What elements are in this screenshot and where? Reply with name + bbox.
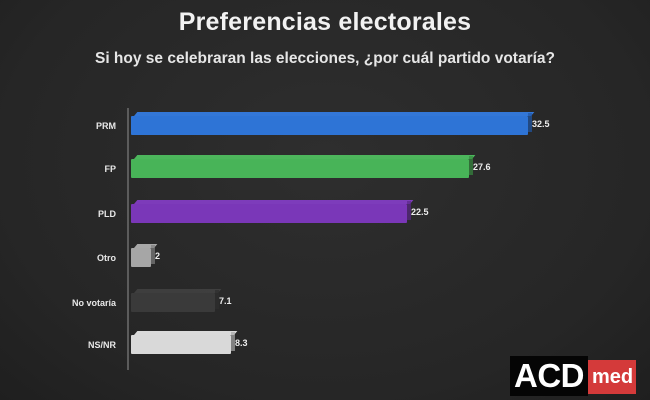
- value-label: 27.6: [473, 162, 491, 172]
- bar-row: PLD 22.5: [0, 200, 650, 230]
- value-label: 32.5: [532, 119, 550, 129]
- bar-row: No votaría 7.1: [0, 289, 650, 319]
- logo-media-text: med: [588, 360, 636, 394]
- bar-side-face: [528, 113, 532, 132]
- bar: [131, 112, 535, 135]
- bar-top-face: [134, 155, 476, 159]
- bar: [131, 155, 476, 178]
- bar: [131, 331, 238, 354]
- value-label: 22.5: [411, 207, 429, 217]
- bar: [131, 244, 158, 267]
- category-label: PRM: [96, 121, 116, 131]
- bar-row: NS/NR 8.3: [0, 331, 650, 361]
- category-label: Otro: [97, 253, 116, 263]
- category-label: FP: [104, 164, 116, 174]
- category-axis-line: [127, 108, 129, 370]
- value-label: 8.3: [235, 338, 248, 348]
- category-label: PLD: [98, 209, 116, 219]
- bar-top-face: [134, 289, 222, 293]
- bar-row: PRM 32.5: [0, 112, 650, 142]
- bar-top-face: [134, 112, 535, 116]
- bar-side-face: [407, 201, 411, 220]
- bar-side-face: [215, 290, 219, 309]
- bar-row: Otro 2: [0, 244, 650, 274]
- bar: [131, 289, 222, 312]
- bar-side-face: [151, 245, 155, 264]
- acd-media-logo: ACD med: [510, 356, 636, 396]
- value-label: 2: [155, 251, 161, 261]
- bar-side-face: [469, 156, 473, 175]
- bar-side-face: [231, 332, 235, 351]
- bar-top-face: [134, 331, 238, 335]
- bar-row: FP 27.6: [0, 155, 650, 185]
- chart-title: Preferencias electorales: [178, 8, 472, 36]
- bar: [131, 200, 414, 223]
- chart-subtitle: Si hoy se celebraran las elecciones, ¿po…: [94, 50, 555, 67]
- category-label: No votaría: [71, 298, 116, 308]
- bar-top-face: [134, 200, 414, 204]
- logo-acd-text: ACD: [510, 356, 588, 396]
- category-label: NS/NR: [87, 340, 116, 350]
- value-label: 7.1: [219, 296, 232, 306]
